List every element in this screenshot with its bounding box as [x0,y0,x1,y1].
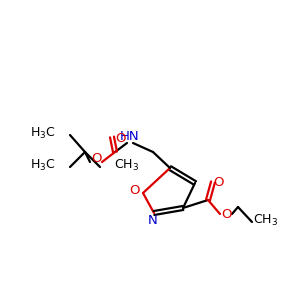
Text: O: O [130,184,140,197]
Text: O: O [214,176,224,188]
Text: H$_3$C: H$_3$C [30,125,56,140]
Text: O: O [222,208,232,220]
Text: O: O [115,133,125,146]
Text: HN: HN [120,130,140,142]
Text: O: O [91,152,101,166]
Text: H$_3$C: H$_3$C [30,158,56,172]
Text: CH$_3$: CH$_3$ [114,158,139,172]
Text: N: N [148,214,158,227]
Text: CH$_3$: CH$_3$ [254,212,279,227]
